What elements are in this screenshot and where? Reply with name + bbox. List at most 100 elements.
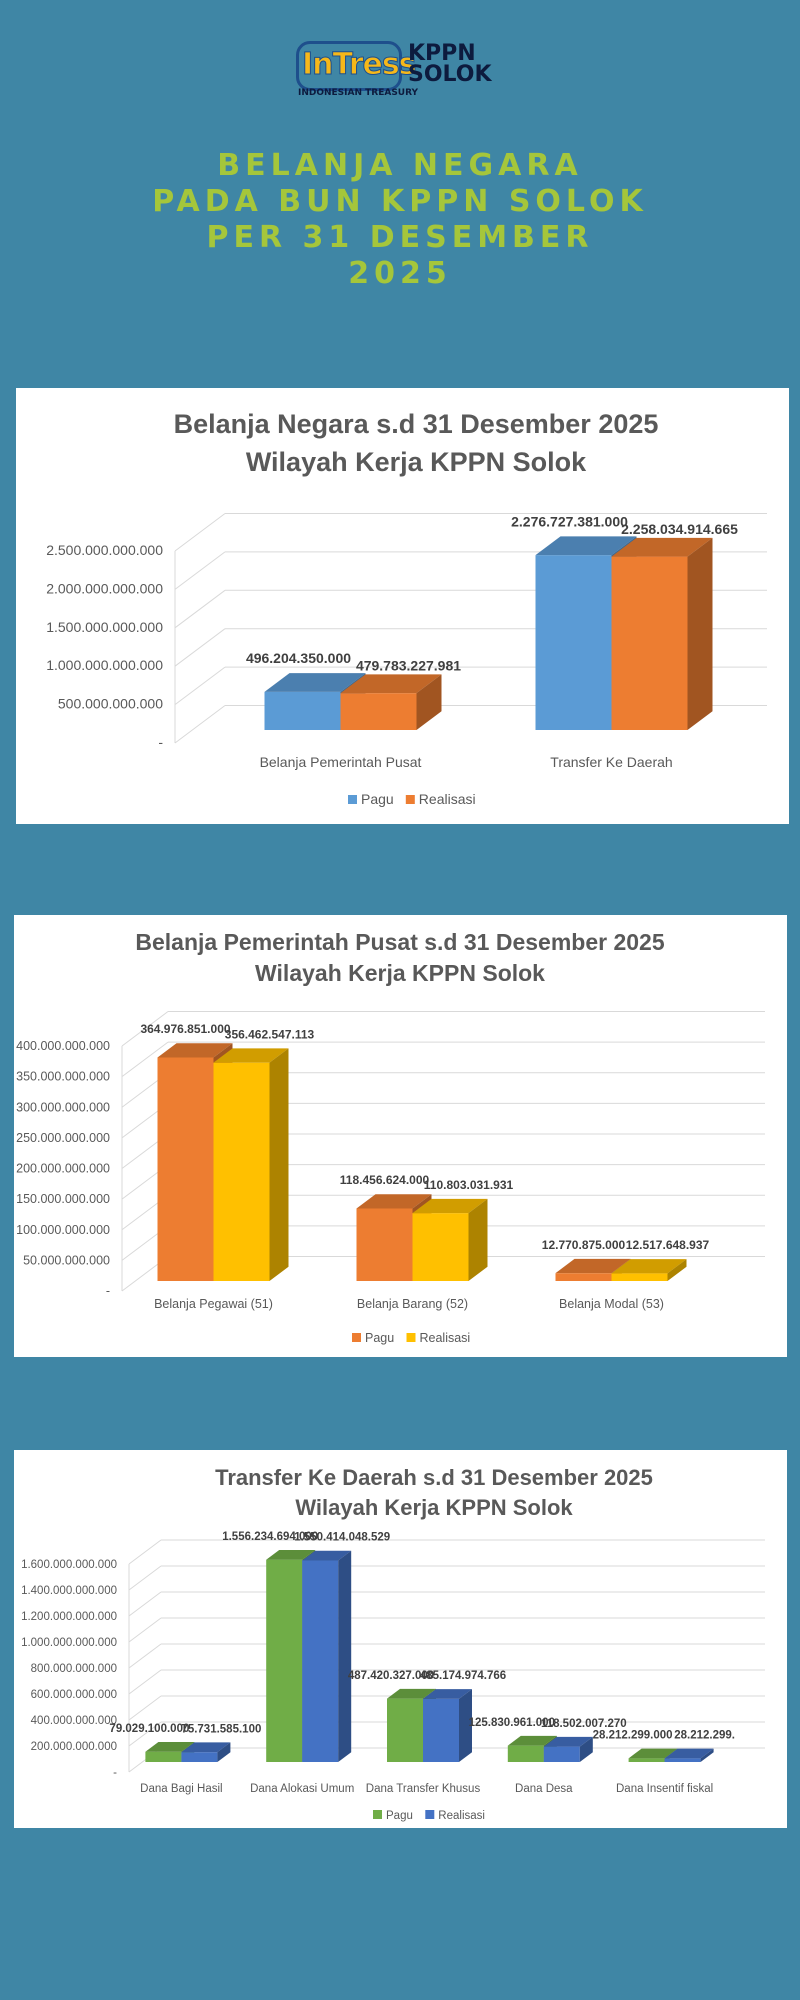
y-tick-label: 250.000.000.000 <box>16 1131 110 1145</box>
page-title: BELANJA NEGARA PADA BUN KPPN SOLOK PER 3… <box>0 148 800 292</box>
data-label-realisasi-0: 479.783.227.981 <box>356 657 461 673</box>
bar-realisasi-1 <box>412 1213 469 1281</box>
chart-title-line-1: Belanja Pemerintah Pusat s.d 31 Desember… <box>135 929 664 955</box>
legend-swatch-pagu <box>373 1810 382 1819</box>
page-title-line-1: BELANJA NEGARA <box>217 148 583 183</box>
legend-label-pagu: Pagu <box>365 1331 394 1345</box>
data-label-pagu-1: 2.276.727.381.000 <box>511 513 628 529</box>
category-label: Belanja Barang (52) <box>357 1297 468 1311</box>
category-label: Dana Desa <box>515 1783 573 1795</box>
data-label-realisasi-3: 118.502.007.270 <box>541 1718 627 1730</box>
y-tick-label: 350.000.000.000 <box>16 1070 110 1084</box>
transfer-ke-daerah-chart: Transfer Ke Daerah s.d 31 Desember 2025 W… <box>21 1465 765 1822</box>
legend-swatch-pagu <box>352 1333 361 1342</box>
bar-side-realisasi-4 <box>700 1748 714 1762</box>
gridline-depth <box>174 551 226 590</box>
y-tick-label: 200.000.000.000 <box>16 1162 110 1176</box>
bar-top-pagu-4 <box>628 1748 678 1759</box>
data-label-pagu-2: 12.770.875.000 <box>542 1238 626 1252</box>
chart-title-line-2: Wilayah Kerja KPPN Solok <box>255 960 545 986</box>
gridline-depth <box>174 513 226 552</box>
legend-swatch-realisasi <box>406 1333 416 1342</box>
data-label-realisasi-0: 75.731.585.100 <box>181 1723 261 1735</box>
bar-top-realisasi-1 <box>611 537 713 557</box>
bar-pagu-1 <box>266 1559 303 1762</box>
y-tick-label: 500.000.000.000 <box>58 696 163 712</box>
chart-title-line-1: Belanja Negara s.d 31 Desember 2025 <box>174 409 659 439</box>
gridline-depth <box>128 1539 162 1565</box>
chart-card-belanja-negara: Belanja Negara s.d 31 Desember 2025 Wilay… <box>16 388 789 824</box>
data-label-pagu-4: 28.212.299.000 <box>593 1730 673 1742</box>
chart-card-belanja-pemerintah-pusat: Belanja Pemerintah Pusat s.d 31 Desember… <box>14 915 787 1357</box>
y-tick-label: - <box>158 734 163 750</box>
kppn-logo: InTress KPPN SOLOK INDONESIAN TREASURY <box>290 35 530 105</box>
bar-pagu-4 <box>628 1758 665 1762</box>
y-tick-label: 100.000.000.000 <box>16 1223 110 1237</box>
bar-realisasi-0 <box>213 1062 270 1281</box>
category-label: Dana Insentif fiskal <box>616 1783 713 1795</box>
belanja-pemerintah-pusat-chart: Belanja Pemerintah Pusat s.d 31 Desember… <box>16 929 765 1345</box>
bar-pagu-0 <box>157 1057 214 1281</box>
gridline-depth <box>121 1011 169 1047</box>
data-label-pagu-1: 1.556.234.694.000 <box>222 1531 318 1543</box>
category-label: Dana Bagi Hasil <box>140 1783 222 1795</box>
page-title-line-2: PADA BUN KPPN SOLOK <box>152 184 648 219</box>
y-tick-label: 1.600.000.000.000 <box>21 1559 117 1571</box>
bar-realisasi-3 <box>543 1746 580 1762</box>
gridline-depth <box>128 1669 162 1695</box>
bar-realisasi-1 <box>302 1560 339 1762</box>
y-tick-label: 1.400.000.000.000 <box>21 1585 117 1597</box>
y-tick-label: 200.000.000.000 <box>31 1741 117 1753</box>
gridline-depth <box>128 1617 162 1643</box>
gridline-depth <box>174 705 226 744</box>
bar-realisasi-1 <box>611 556 688 730</box>
bar-realisasi-0 <box>340 693 417 730</box>
chart-title-line-2: Wilayah Kerja KPPN Solok <box>246 447 587 477</box>
page-title-line-3: PER 31 DESEMBER <box>206 220 594 255</box>
category-label: Belanja Pegawai (51) <box>154 1297 273 1311</box>
intress-wordmark: InTress <box>302 47 418 83</box>
bar-top-realisasi-0 <box>213 1048 289 1063</box>
kppn-solok-wordmark: KPPN SOLOK <box>408 43 492 86</box>
gridline-depth <box>128 1721 162 1747</box>
intress-logo-frame <box>296 41 402 91</box>
category-label: Belanja Pemerintah Pusat <box>260 754 422 770</box>
bar-top-realisasi-4 <box>664 1748 714 1759</box>
data-label-realisasi-1: 2.258.034.914.665 <box>621 521 738 537</box>
bar-side-realisasi-0 <box>269 1048 289 1281</box>
bar-top-realisasi-1 <box>412 1198 488 1214</box>
bar-top-pagu-2 <box>555 1258 631 1274</box>
bar-top-realisasi-2 <box>611 1259 687 1274</box>
bar-pagu-2 <box>555 1273 612 1281</box>
bar-top-pagu-1 <box>535 536 637 556</box>
category-label: Dana Transfer Khusus <box>366 1783 481 1795</box>
bar-top-pagu-2 <box>387 1688 436 1699</box>
logo-subtitle: INDONESIAN TREASURY <box>298 88 419 98</box>
gridline-depth <box>174 628 226 667</box>
gridline-depth <box>128 1565 162 1591</box>
bar-top-pagu-0 <box>264 673 366 692</box>
bar-top-pagu-3 <box>507 1735 557 1746</box>
chart-card-transfer-ke-daerah: Transfer Ke Daerah s.d 31 Desember 2025 W… <box>14 1450 787 1828</box>
legend-swatch-realisasi <box>425 1810 435 1819</box>
bar-side-realisasi-0 <box>416 674 442 730</box>
y-tick-label: 1.200.000.000.000 <box>21 1611 117 1623</box>
y-tick-label: - <box>113 1767 117 1779</box>
category-label: Transfer Ke Daerah <box>550 754 672 770</box>
legend-swatch-realisasi <box>405 795 415 804</box>
y-tick-label: 150.000.000.000 <box>16 1192 110 1206</box>
data-label-realisasi-2: 485.174.974.766 <box>420 1670 506 1682</box>
bar-realisasi-0 <box>181 1752 218 1762</box>
data-label-pagu-2: 487.420.327.000 <box>348 1670 434 1682</box>
y-tick-label: 50.000.000.000 <box>23 1253 110 1267</box>
bar-side-realisasi-3 <box>579 1736 593 1762</box>
bar-pagu-0 <box>145 1751 182 1762</box>
y-tick-label: 2.500.000.000.000 <box>46 542 163 558</box>
bar-top-realisasi-0 <box>181 1742 231 1753</box>
bar-pagu-0 <box>264 691 341 730</box>
belanja-negara-chart: Belanja Negara s.d 31 Desember 2025 Wilay… <box>46 409 767 807</box>
y-tick-label: 400.000.000.000 <box>16 1039 110 1053</box>
legend-swatch-pagu <box>348 795 357 804</box>
legend-label-realisasi: Realisasi <box>419 791 476 807</box>
y-tick-label: - <box>106 1284 110 1298</box>
